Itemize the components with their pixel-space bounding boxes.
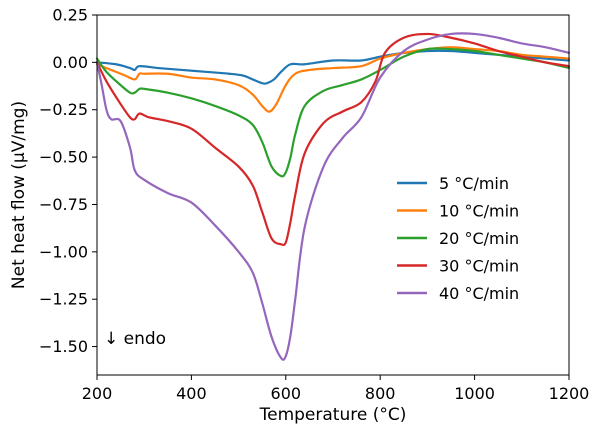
series-line-3 [95, 47, 571, 178]
y-tick-label: −0.50 [39, 148, 88, 167]
legend: 5 °C/min 10 °C/min 20 °C/min 30 °C/min 40 °C… [397, 174, 519, 303]
series-line-1 [95, 49, 571, 85]
legend-label-3: 20 °C/min [439, 229, 519, 248]
x-tick-label: 600 [271, 384, 302, 403]
y-tick-label: 0.25 [52, 6, 88, 25]
y-axis-ticks: 0.25 0.00 −0.25 −0.50 −0.75 −1.00 −1.25 −1.50 [39, 6, 97, 356]
x-tick-label: 1000 [454, 384, 495, 403]
x-axis-label: Temperature (°C) [259, 405, 407, 425]
endo-annotation: ↓ endo [104, 329, 166, 349]
series-line-5 [95, 32, 571, 361]
x-tick-label: 200 [82, 384, 113, 403]
series-line-4 [95, 32, 571, 247]
y-tick-label: −0.75 [39, 195, 88, 214]
y-tick-label: −0.25 [39, 100, 88, 119]
x-tick-label: 400 [176, 384, 207, 403]
y-axis-label: Net heat flow (μV/mg) [9, 101, 29, 289]
axes-frame [96, 14, 570, 376]
legend-label-2: 10 °C/min [439, 202, 519, 221]
x-tick-label: 800 [365, 384, 396, 403]
x-tick-label: 1200 [549, 384, 590, 403]
legend-label-5: 40 °C/min [439, 284, 519, 303]
legend-label-1: 5 °C/min [439, 174, 509, 193]
plot-area [95, 14, 571, 376]
series-line-2 [95, 46, 571, 113]
y-tick-label: −1.50 [39, 337, 88, 356]
y-tick-label: 0.00 [52, 53, 88, 72]
x-axis-ticks: 200 400 600 800 1000 1200 [82, 375, 590, 403]
y-tick-label: −1.25 [39, 290, 88, 309]
legend-label-4: 30 °C/min [439, 257, 519, 276]
y-tick-label: −1.00 [39, 242, 88, 261]
series-layer [95, 32, 571, 361]
